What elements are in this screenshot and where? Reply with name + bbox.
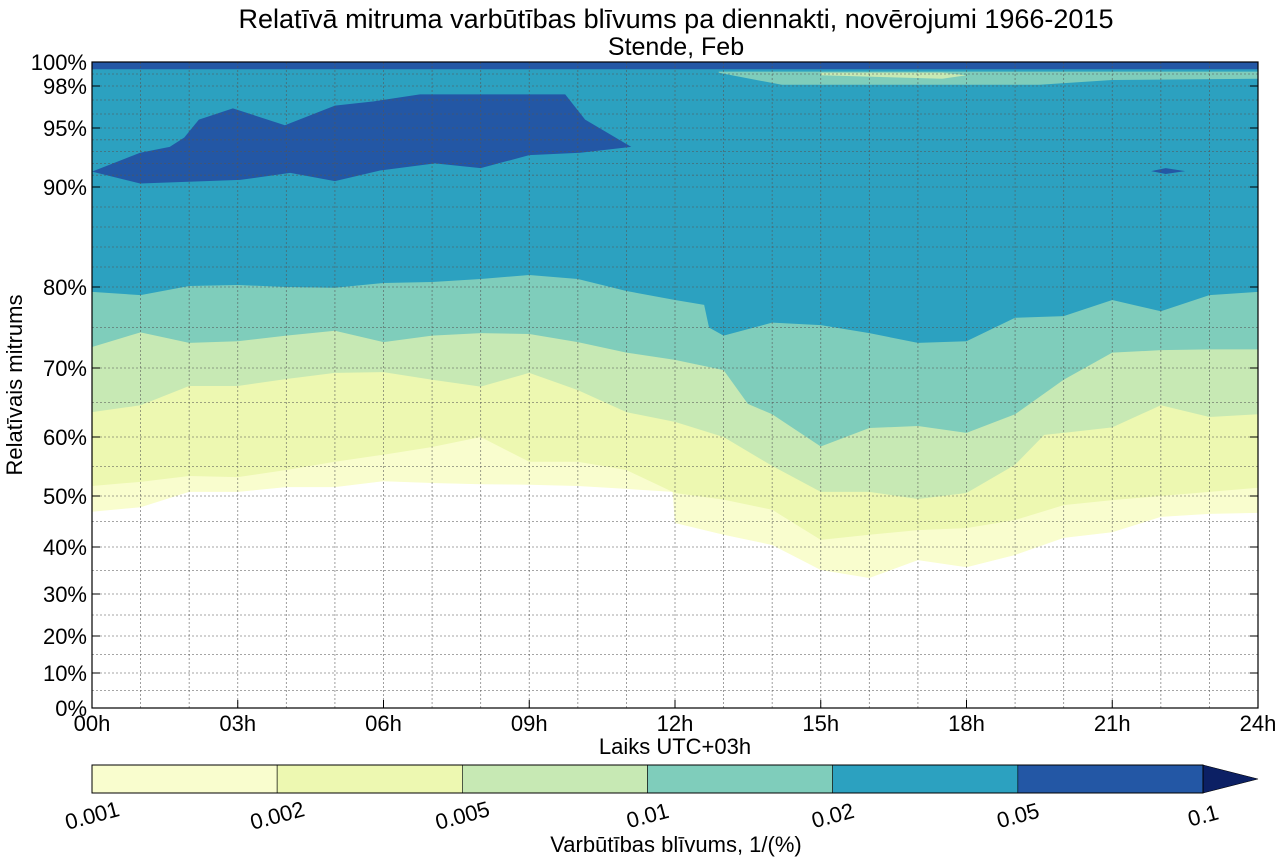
x-tick-label: 09h (511, 711, 548, 736)
x-axis: 00h 03h 06h 09h 12h 15h 18h 21h 24h (74, 700, 1277, 736)
y-tick-label: 50% (43, 484, 87, 509)
contour-region-0.05 (92, 94, 632, 184)
colorbar-tick-label: 0.005 (433, 796, 493, 834)
y-tick-label: 95% (43, 116, 87, 141)
y-tick-label: 90% (43, 175, 87, 200)
y-tick-label: 30% (43, 582, 87, 607)
colorbar-tick-label: 0.1 (1185, 799, 1221, 831)
x-tick-label: 12h (657, 711, 694, 736)
colorbar: 0.001 0.002 0.005 0.01 0.02 0.05 0.1 (62, 764, 1259, 835)
colorbar-segment (1017, 764, 1204, 794)
x-tick-label: 24h (1240, 711, 1277, 736)
y-tick-label: 40% (43, 535, 87, 560)
y-tick-label: 20% (43, 624, 87, 649)
x-axis-label: Laiks UTC+03h (599, 734, 751, 759)
colorbar-tick-label: 0.05 (994, 798, 1042, 833)
x-tick-label: 06h (365, 711, 402, 736)
colorbar-segment (647, 764, 833, 794)
x-tick-label: 15h (802, 711, 839, 736)
chart-title: Relatīvā mitruma varbūtības blīvums pa d… (239, 4, 1114, 34)
y-tick-label: 0% (55, 696, 87, 721)
y-axis-label: Relatīvais mitrums (2, 295, 27, 476)
colorbar-tick-label: 0.001 (62, 796, 122, 834)
colorbar-tick-label: 0.01 (624, 798, 672, 833)
colorbar-segment (91, 764, 278, 794)
colorbar-segment (276, 764, 463, 794)
y-tick-label: 60% (43, 425, 87, 450)
colorbar-segment (832, 764, 1019, 794)
colorbar-segment (462, 764, 648, 794)
x-tick-label: 21h (1094, 711, 1131, 736)
y-tick-label: 80% (43, 275, 87, 300)
y-tick-label: 10% (43, 661, 87, 686)
x-tick-label: 03h (219, 711, 256, 736)
y-tick-label: 100% (31, 50, 87, 75)
contour-region-0.05 (1151, 168, 1186, 175)
y-tick-label: 98% (43, 74, 87, 99)
y-tick-label: 70% (43, 356, 87, 381)
colorbar-extend-arrow (1202, 764, 1259, 794)
chart-subtitle: Stende, Feb (608, 33, 744, 61)
y-axis: 0% 10% 20% 30% 40% 50% 60% 70% 80% 90% 95% 98%100% (31, 50, 1258, 721)
x-tick-label: 18h (948, 711, 985, 736)
colorbar-frame (91, 764, 1204, 794)
colorbar-label: Varbūtības blīvums, 1/(%) (550, 832, 801, 857)
x-tick-label: 00h (74, 711, 111, 736)
colorbar-tick-label: 0.02 (809, 798, 857, 833)
colorbar-tick-label: 0.002 (247, 796, 307, 834)
